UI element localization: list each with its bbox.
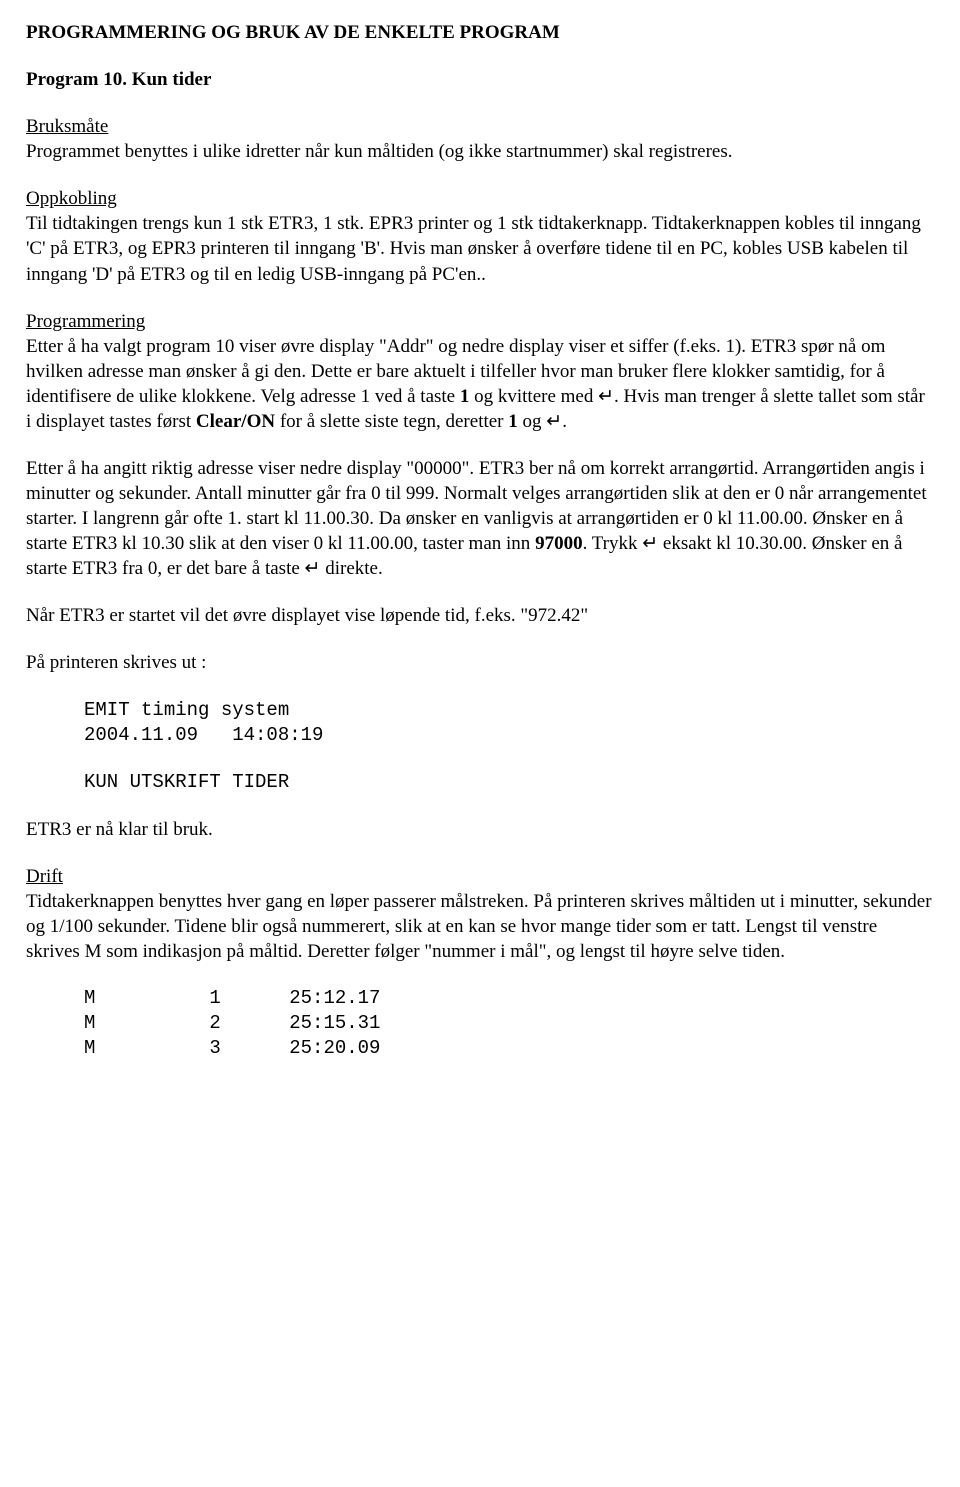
printout-line: M 1 25:12.17 <box>84 986 934 1011</box>
section-oppkobling-heading: Oppkobling <box>26 186 934 211</box>
text: og <box>518 411 547 432</box>
paragraph-programmering-2: Etter å ha angitt riktig adresse viser n… <box>26 456 934 581</box>
section-programmering-heading: Programmering <box>26 309 934 334</box>
bold-key-97000: 97000 <box>535 533 583 554</box>
printout-line: KUN UTSKRIFT TIDER <box>84 770 934 795</box>
section-bruksmate-heading: Bruksmåte <box>26 114 934 139</box>
printout-line: M 2 25:15.31 <box>84 1011 934 1036</box>
page-title: PROGRAMMERING OG BRUK AV DE ENKELTE PROG… <box>26 20 934 45</box>
paragraph-started: Når ETR3 er startet vil det øvre display… <box>26 603 934 628</box>
paragraph-drift: Tidtakerknappen benyttes hver gang en lø… <box>26 889 934 964</box>
bold-key-1: 1 <box>508 411 518 432</box>
enter-icon: ↵ <box>546 411 562 432</box>
section-drift-heading: Drift <box>26 864 934 889</box>
program-subtitle: Program 10. Kun tider <box>26 67 934 92</box>
printout-line: 2004.11.09 14:08:19 <box>84 723 934 748</box>
printout-block-1: EMIT timing system 2004.11.09 14:08:19 <box>26 698 934 748</box>
paragraph-bruksmate: Programmet benyttes i ulike idretter når… <box>26 139 934 164</box>
enter-icon: ↵ <box>642 533 658 554</box>
printout-line: EMIT timing system <box>84 698 934 723</box>
paragraph-printer-out: På printeren skrives ut : <box>26 650 934 675</box>
bold-key-1: 1 <box>460 386 470 407</box>
printout-times: M 1 25:12.17 M 2 25:15.31 M 3 25:20.09 <box>26 986 934 1061</box>
text: . <box>562 411 567 432</box>
text: . Trykk <box>583 533 643 554</box>
text: og kvittere med <box>469 386 598 407</box>
paragraph-oppkobling: Til tidtakingen trengs kun 1 stk ETR3, 1… <box>26 211 934 286</box>
text: direkte. <box>320 558 382 579</box>
printout-line: M 3 25:20.09 <box>84 1036 934 1061</box>
paragraph-programmering-1: Etter å ha valgt program 10 viser øvre d… <box>26 334 934 434</box>
enter-icon: ↵ <box>305 558 321 579</box>
paragraph-klar: ETR3 er nå klar til bruk. <box>26 817 934 842</box>
text: for å slette siste tegn, deretter <box>275 411 508 432</box>
enter-icon: ↵ <box>598 386 614 407</box>
bold-key-clearon: Clear/ON <box>196 411 275 432</box>
printout-block-2: KUN UTSKRIFT TIDER <box>26 770 934 795</box>
